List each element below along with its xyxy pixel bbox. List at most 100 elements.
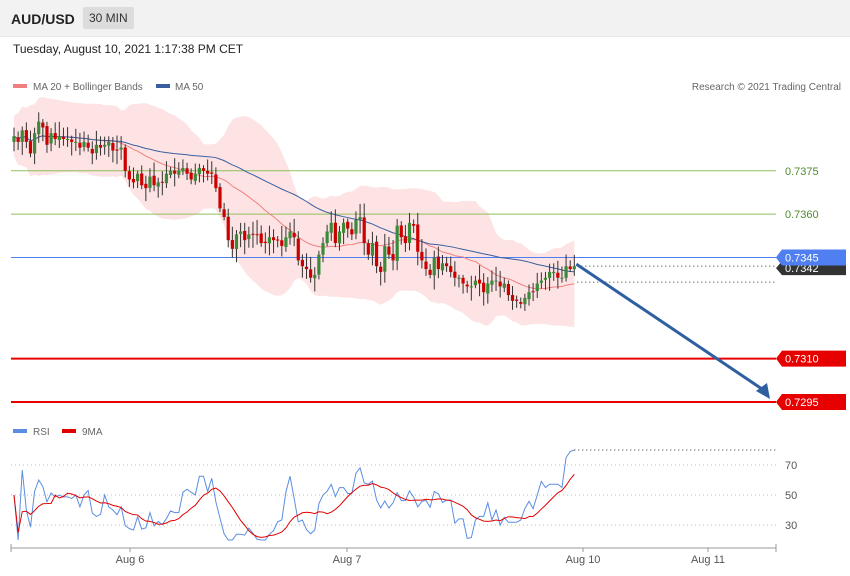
candle	[61, 127, 66, 146]
candle-body	[16, 137, 20, 142]
datetime-stamp: Tuesday, August 10, 2021 1:17:38 PM CET	[13, 42, 244, 56]
candle-body	[177, 170, 181, 175]
rsi-ma-legend-swatch	[62, 429, 76, 433]
candle	[387, 236, 391, 260]
candle	[263, 232, 267, 254]
candle-body	[370, 243, 375, 256]
candle	[239, 222, 243, 248]
candle	[33, 127, 37, 165]
candle	[222, 202, 226, 221]
candle	[210, 161, 214, 184]
candle-body	[218, 187, 222, 209]
candle-body	[515, 299, 519, 301]
candle	[498, 270, 502, 298]
candle	[477, 265, 482, 297]
candle-body	[271, 237, 276, 241]
candle-body	[424, 261, 428, 270]
candle	[510, 286, 515, 310]
candle	[123, 144, 127, 178]
timeframe-button[interactable]: 30 MIN	[83, 7, 134, 29]
candle-body	[535, 283, 539, 292]
ma50-legend-label: MA 50	[175, 82, 204, 93]
candle	[144, 175, 148, 202]
candle	[140, 165, 144, 190]
candle	[168, 166, 173, 179]
price-legend: MA 20 + Bollinger Bands MA 50	[13, 82, 204, 93]
candle	[333, 209, 337, 248]
candle	[432, 250, 436, 290]
level-label-0.7295: 0.7295	[785, 397, 819, 409]
time-label-aug-11: Aug 11	[691, 554, 725, 566]
candle	[103, 136, 107, 155]
current-price-label: 0.7342	[785, 263, 819, 275]
bollinger-bands	[14, 96, 575, 328]
candle	[515, 295, 519, 308]
candle-body	[41, 122, 45, 128]
candle-body	[304, 266, 309, 270]
candle-body	[210, 172, 214, 174]
candle-body	[20, 130, 24, 142]
candle	[152, 162, 156, 192]
candle	[288, 222, 292, 245]
candle-body	[115, 149, 119, 151]
candle-body	[65, 139, 70, 141]
candle	[556, 260, 560, 289]
pivot-tag-top	[776, 249, 846, 266]
forecast-arrow	[575, 262, 770, 399]
candle	[416, 212, 420, 266]
rsi-legend-swatch	[13, 429, 27, 433]
candle-body	[333, 222, 337, 244]
candle	[552, 263, 556, 281]
ma50-line	[13, 135, 575, 273]
candle-body	[317, 254, 321, 275]
candle-body	[477, 279, 482, 284]
candle	[74, 128, 78, 151]
candle	[568, 260, 572, 272]
candle-body	[428, 269, 432, 275]
candle-body	[366, 243, 370, 255]
candle-body	[78, 142, 82, 148]
candle	[136, 170, 140, 189]
candle-body	[560, 277, 564, 279]
candle-body	[292, 232, 296, 238]
candle	[65, 127, 70, 147]
candle-body	[140, 173, 144, 186]
candle	[189, 168, 193, 185]
candle-body	[94, 144, 98, 154]
candle-body	[12, 136, 16, 142]
candle	[70, 135, 74, 156]
candle	[197, 163, 201, 183]
candle	[193, 163, 197, 185]
candle-body	[284, 237, 288, 247]
candle-body	[506, 284, 510, 296]
candle	[539, 272, 543, 289]
candle	[436, 246, 440, 279]
candle-body	[564, 266, 568, 278]
candle-body	[494, 280, 498, 282]
candle	[201, 165, 206, 183]
candle-body	[206, 170, 210, 174]
candle-body	[136, 173, 140, 182]
symbol-title: AUD/USD	[11, 11, 75, 27]
candle-body	[37, 121, 41, 135]
candle-body	[543, 277, 548, 280]
candle-body	[226, 216, 230, 241]
candle-body	[164, 173, 169, 184]
candle	[412, 219, 416, 233]
candle	[251, 221, 255, 248]
candle	[465, 280, 469, 293]
candle-body	[82, 141, 86, 147]
candle	[280, 225, 284, 257]
candle-body	[379, 266, 383, 272]
candle	[111, 136, 115, 163]
candle-body	[24, 130, 28, 142]
candle	[131, 167, 136, 189]
ma50-legend-swatch	[156, 84, 170, 88]
candle	[156, 177, 160, 198]
candle	[502, 277, 506, 293]
rsi-tick-50: 50	[785, 490, 797, 502]
level-tag-0.7310	[776, 350, 846, 367]
candle	[304, 253, 309, 279]
candle-body	[280, 240, 284, 246]
candle-body	[473, 280, 478, 286]
